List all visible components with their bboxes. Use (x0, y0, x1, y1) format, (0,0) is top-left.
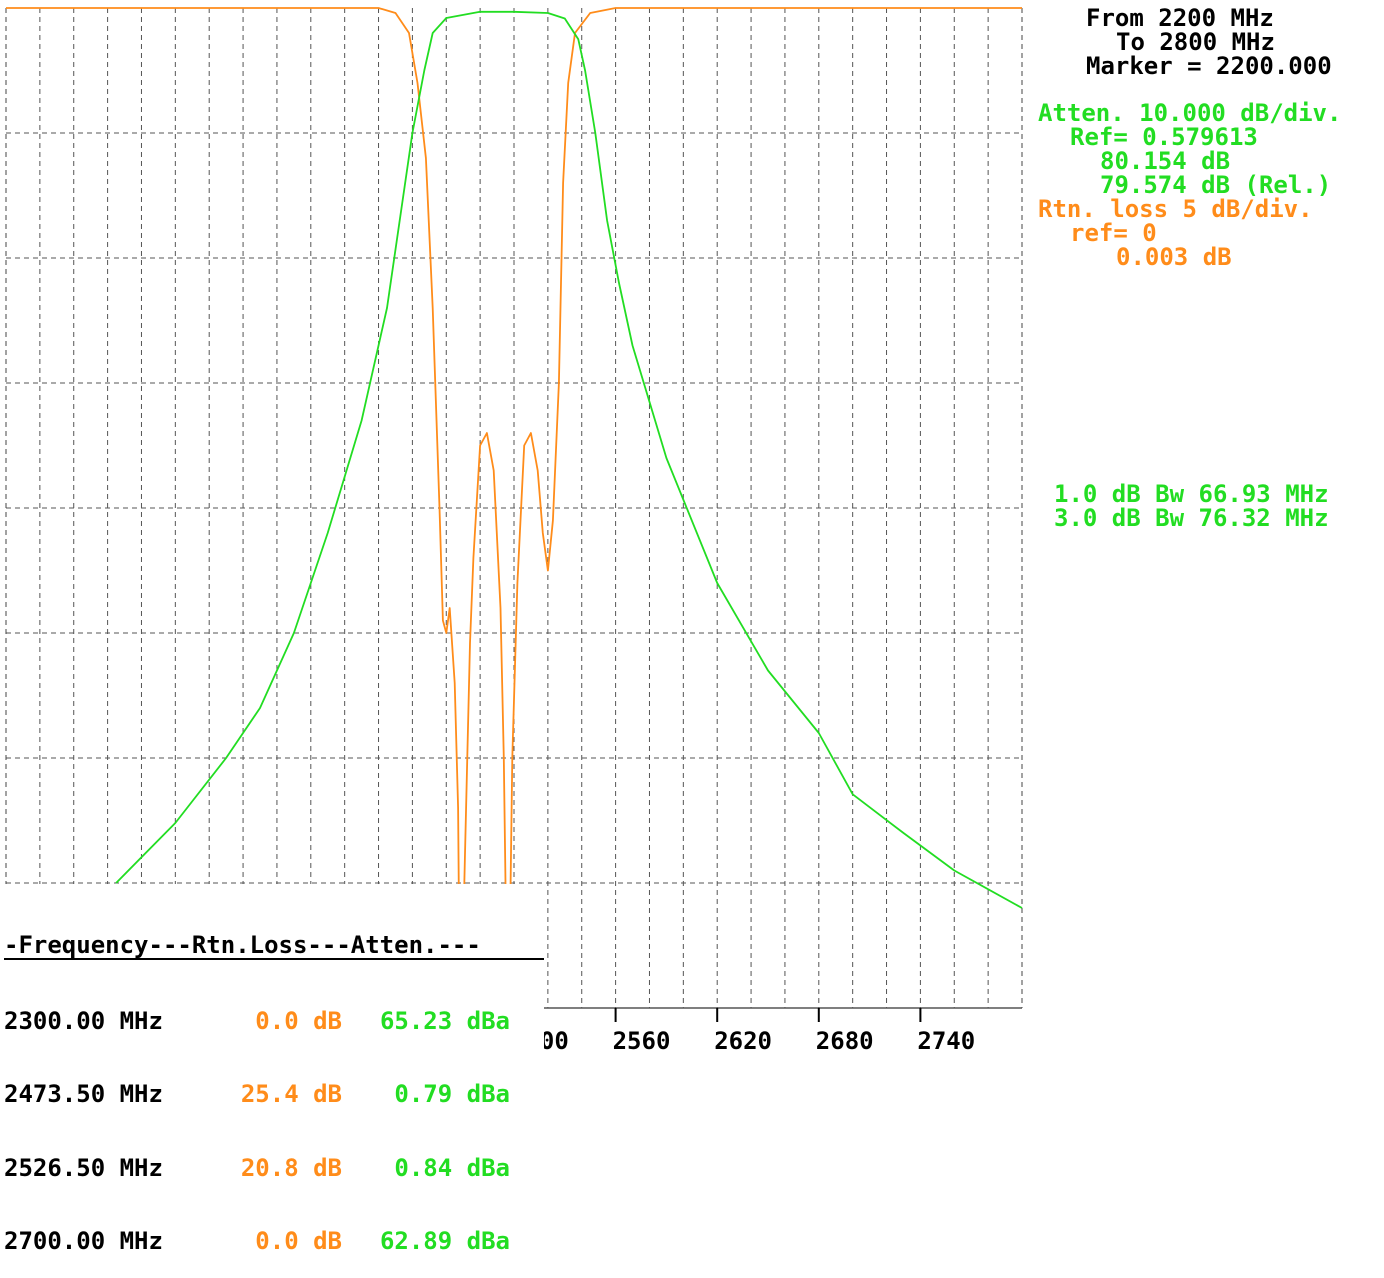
rtn-title: Rtn. loss 5 dB/div. (1038, 195, 1313, 223)
marker-label: Marker = 2200.000 (1086, 52, 1332, 80)
atten-title: Atten. 10.000 dB/div. (1038, 99, 1342, 127)
marker-table-header: -Frequency---Rtn.Loss---Atten.--- (4, 933, 544, 960)
x-tick-label: 2620 (714, 1027, 772, 1055)
bw3-label: 3.0 dB Bw 76.32 MHz (1054, 504, 1329, 532)
marker-atten: 0.79 dBa (394, 1080, 510, 1108)
marker-row: 2526.50 MHz 20.8 dB 0.84 dBa (4, 1153, 544, 1182)
series-atten-line (115, 10, 1023, 909)
marker-rtn: 20.8 dB (240, 1153, 342, 1182)
atten-value2: 79.574 dB (Rel.) (1100, 171, 1332, 199)
marker-atten: 62.89 dBa (379, 1227, 510, 1255)
marker-rtn: 0.0 dB (255, 1227, 342, 1255)
marker-rtn: 25.4 dB (240, 1080, 342, 1108)
marker-freq: 2300.00 MHz (4, 1006, 163, 1035)
atten-ref: Ref= 0.579613 (1070, 123, 1258, 151)
marker-row: 2473.50 MHz 25.4 dB 0.79 dBa (4, 1082, 544, 1107)
atten-value1: 80.154 dB (1100, 147, 1231, 175)
marker-atten: 65.23 dBa (379, 1006, 510, 1035)
marker-row: 2700.00 MHz 0.0 dB 62.89 dBa (4, 1229, 544, 1254)
bw1-label: 1.0 dB Bw 66.93 MHz (1054, 480, 1329, 508)
x-tick-label: 2680 (816, 1027, 874, 1055)
marker-freq: 2473.50 MHz (4, 1080, 163, 1108)
x-tick-label: 2560 (613, 1027, 671, 1055)
from-label: From 2200 MHz (1086, 4, 1274, 32)
marker-atten: 0.84 dBa (394, 1153, 510, 1182)
marker-freq: 2700.00 MHz (4, 1227, 163, 1255)
marker-table: -Frequency---Rtn.Loss---Atten.--- 2300.0… (4, 884, 544, 1278)
x-tick-label: 2740 (917, 1027, 975, 1055)
marker-rtn: 0.0 dB (255, 1006, 342, 1035)
traces (6, 7, 1023, 1009)
rtn-ref: ref= 0 (1070, 219, 1157, 247)
to-label: To 2800 MHz (1116, 28, 1275, 56)
grid (5, 8, 1023, 1009)
marker-row: 2300.00 MHz 0.0 dB 65.23 dBa (4, 1006, 544, 1035)
marker-freq: 2526.50 MHz (4, 1153, 163, 1182)
series-rtn-lossline (6, 7, 1022, 1009)
rtn-value: 0.003 dB (1116, 243, 1232, 271)
